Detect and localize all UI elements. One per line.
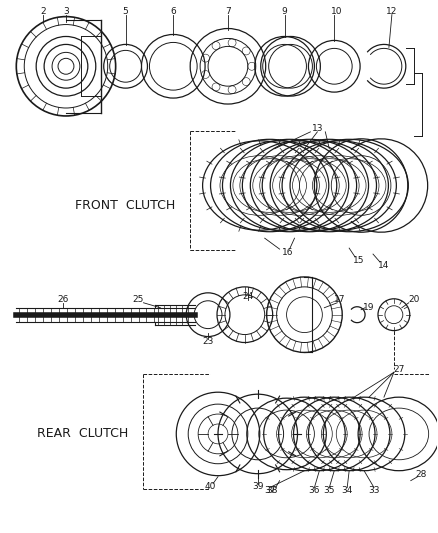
Text: 9: 9 xyxy=(282,7,287,16)
Text: 25: 25 xyxy=(133,295,144,304)
Text: 23: 23 xyxy=(202,337,214,346)
Text: 19: 19 xyxy=(363,303,375,312)
Text: 2: 2 xyxy=(40,7,46,16)
Text: 13: 13 xyxy=(311,124,323,133)
Text: 20: 20 xyxy=(408,295,420,304)
Text: 39: 39 xyxy=(252,482,264,491)
Text: 24: 24 xyxy=(242,292,254,301)
Text: 10: 10 xyxy=(331,7,342,16)
Text: 33: 33 xyxy=(368,486,380,495)
Text: 27: 27 xyxy=(393,365,405,374)
Text: 17: 17 xyxy=(333,295,345,304)
Text: 40: 40 xyxy=(205,482,216,491)
Text: 3: 3 xyxy=(63,7,69,16)
Text: 6: 6 xyxy=(170,7,176,16)
Text: 5: 5 xyxy=(123,7,128,16)
Text: 12: 12 xyxy=(386,7,398,16)
Text: 7: 7 xyxy=(225,7,231,16)
Text: 26: 26 xyxy=(57,295,69,304)
Text: 38: 38 xyxy=(266,486,277,495)
Text: 36: 36 xyxy=(309,486,320,495)
Text: 16: 16 xyxy=(282,248,293,256)
Text: 35: 35 xyxy=(324,486,335,495)
Text: 28: 28 xyxy=(415,470,427,479)
Text: REAR  CLUTCH: REAR CLUTCH xyxy=(37,427,128,440)
Text: 14: 14 xyxy=(378,261,390,270)
Text: 37: 37 xyxy=(264,486,276,495)
Text: 34: 34 xyxy=(342,486,353,495)
Text: 15: 15 xyxy=(353,255,365,264)
Text: FRONT  CLUTCH: FRONT CLUTCH xyxy=(75,199,176,212)
